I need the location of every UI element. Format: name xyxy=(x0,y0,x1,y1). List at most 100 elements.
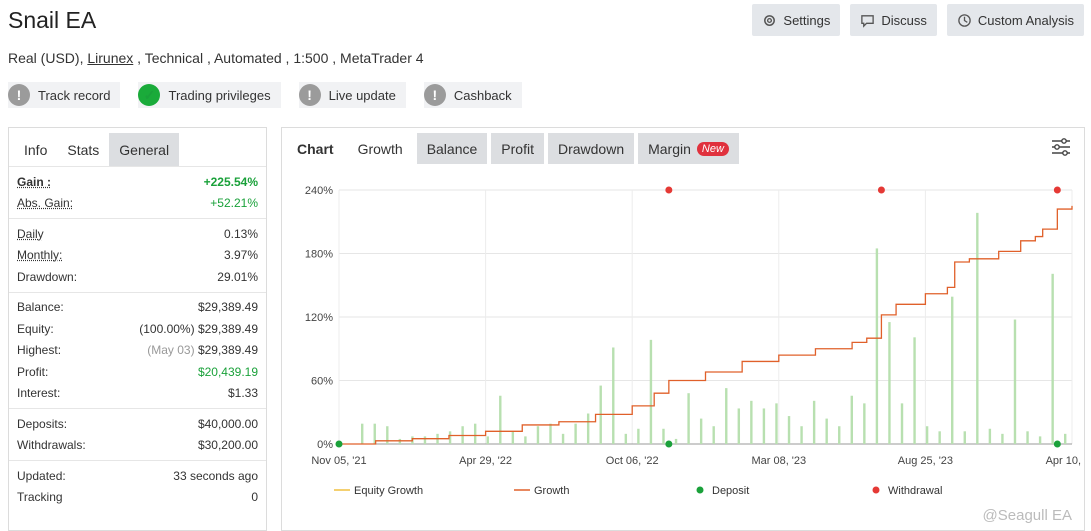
balance-group: Balance: $29,389.49 Equity: (100.00%) $29,… xyxy=(9,291,266,409)
tab-info[interactable]: Info xyxy=(24,141,48,158)
legend-withdrawal-label: Withdrawal xyxy=(888,485,942,497)
gain-value: +225.54% xyxy=(203,174,258,189)
monthly-row: Monthly: 3.97% xyxy=(17,245,258,267)
tab-growth[interactable]: Growth xyxy=(347,133,413,164)
cashflow-group: Deposits: $40,000.00 Withdrawals: $30,200.… xyxy=(9,408,266,460)
tab-general[interactable]: General xyxy=(109,133,180,166)
broker-link[interactable]: Lirunex xyxy=(87,50,134,66)
gear-icon xyxy=(764,14,776,26)
tracking-value: 0 xyxy=(251,490,258,505)
account-subtitle: Real (USD), Lirunex , Technical , Automa… xyxy=(8,50,424,66)
page-title: Snail EA xyxy=(8,7,97,33)
warning-icon: ! xyxy=(298,84,321,106)
bar-mark xyxy=(812,400,816,444)
bar-mark xyxy=(775,403,778,444)
bar-mark xyxy=(875,248,879,444)
highest-value: $29,389.49 xyxy=(197,343,258,358)
bar-mark xyxy=(637,428,640,444)
bar-mark xyxy=(536,426,540,444)
badge-label: Track record xyxy=(38,87,111,103)
bar-mark xyxy=(574,423,577,444)
bar-mark xyxy=(1001,433,1004,444)
tab-balance[interactable]: Balance xyxy=(416,133,488,164)
custom-analysis-button[interactable]: Custom Analysis xyxy=(946,4,1084,36)
subtitle-prefix: Real (USD), xyxy=(8,50,88,66)
x-tick-label: Nov 05, '21 xyxy=(311,455,366,467)
bar-mark xyxy=(762,408,766,444)
x-tick-label: Aug 25, '23 xyxy=(898,455,953,467)
bar-mark xyxy=(838,426,841,444)
monthly-label[interactable]: Monthly: xyxy=(17,248,63,263)
badge-trading-privileges[interactable]: ✓ Trading privileges xyxy=(138,82,281,108)
bar-mark xyxy=(511,431,515,444)
badge-label: Cashback xyxy=(453,87,512,103)
legend-equity-label: Equity Growth xyxy=(354,485,423,497)
abs-gain-label[interactable]: Abs. Gain: xyxy=(17,196,74,211)
bar-mark xyxy=(699,418,703,444)
bar-mark xyxy=(900,403,904,444)
bar-mark xyxy=(951,296,954,444)
equity-label: Equity: xyxy=(17,321,54,336)
bar-mark xyxy=(549,423,552,444)
bar-mark xyxy=(386,426,389,444)
tab-profit[interactable]: Profit xyxy=(491,133,544,164)
abs-gain-row: Abs. Gain: +52.21% xyxy=(17,193,258,215)
x-tick-label: Oct 06, '22 xyxy=(606,455,659,467)
subtitle-suffix: , Technical , Automated , 1:500 , MetaTr… xyxy=(133,50,424,66)
growth-chart-svg: 0% 60% 120% 180% 240% Nov 05, '21 Apr 29, '22 O… xyxy=(305,185,1091,497)
filter-settings-icon[interactable] xyxy=(1050,136,1072,158)
y-tick-label: 240% xyxy=(305,185,333,197)
bar-mark xyxy=(938,431,941,444)
interest-label: Interest: xyxy=(17,386,61,401)
tracking-row: Tracking 0 xyxy=(17,487,258,509)
bar-mark xyxy=(976,212,979,444)
bar-mark xyxy=(1064,433,1067,444)
balance-row: Balance: $29,389.49 xyxy=(17,297,258,319)
drawdown-value: 29.01% xyxy=(217,269,258,284)
bar-mark xyxy=(925,426,929,444)
bar-mark xyxy=(586,413,590,444)
performance-group: Daily 0.13% Monthly: 3.97% Drawdown: 29.01% xyxy=(9,218,266,292)
bar-mark xyxy=(662,428,665,444)
legend-deposit-swatch xyxy=(696,486,704,494)
interest-row: Interest: $1.33 xyxy=(17,383,258,405)
comment-icon xyxy=(861,14,875,28)
daily-label[interactable]: Daily xyxy=(17,226,44,241)
bar-mark xyxy=(800,426,803,444)
tab-stats[interactable]: Stats xyxy=(57,133,110,166)
tab-drawdown[interactable]: Drawdown xyxy=(547,133,635,164)
settings-button[interactable]: Settings xyxy=(752,4,841,36)
discuss-label: Discuss xyxy=(881,12,927,28)
deposits-label: Deposits: xyxy=(17,416,68,431)
tab-margin[interactable]: Margin New xyxy=(638,133,739,164)
badge-track-record[interactable]: ! Track record xyxy=(8,82,121,108)
stats-panel: Info Stats General Gain : +225.54% Abs. G… xyxy=(8,127,267,531)
chart-tabs: Chart Growth Balance Profit Drawdown Mar… xyxy=(282,128,1084,166)
chart-heading: Chart xyxy=(287,133,344,164)
discuss-button[interactable]: Discuss xyxy=(850,4,937,36)
gain-row: Gain : +225.54% xyxy=(17,171,258,193)
bar-mark xyxy=(1051,273,1054,444)
bar-mark xyxy=(787,416,791,444)
monthly-value: 3.97% xyxy=(223,248,258,263)
gain-label[interactable]: Gain : xyxy=(17,174,52,189)
legend-withdrawal-swatch xyxy=(872,486,880,494)
legend-growth-label: Growth xyxy=(534,485,569,497)
badge-cashback[interactable]: ! Cashback xyxy=(423,82,522,108)
check-icon: ✓ xyxy=(138,84,161,106)
badge-live-update[interactable]: ! Live update xyxy=(298,82,406,108)
watermark: @Seagull EA xyxy=(982,507,1072,524)
tracking-label: Tracking xyxy=(17,490,63,505)
bar-mark xyxy=(963,431,966,444)
top-toolbar: Settings Discuss Custom Analysis xyxy=(752,4,1084,36)
equity-value: $29,389.49 xyxy=(197,321,258,336)
bar-mark xyxy=(863,403,866,444)
bar-mark xyxy=(612,347,615,444)
withdrawals-value: $30,200.00 xyxy=(197,438,258,453)
drawdown-row: Drawdown: 29.01% xyxy=(17,266,258,288)
equity-pct: (100.00%) xyxy=(139,321,195,336)
bar-mark xyxy=(499,395,502,444)
deposit-point xyxy=(665,440,673,448)
new-badge: New xyxy=(696,141,729,156)
balance-value: $29,389.49 xyxy=(197,300,258,315)
